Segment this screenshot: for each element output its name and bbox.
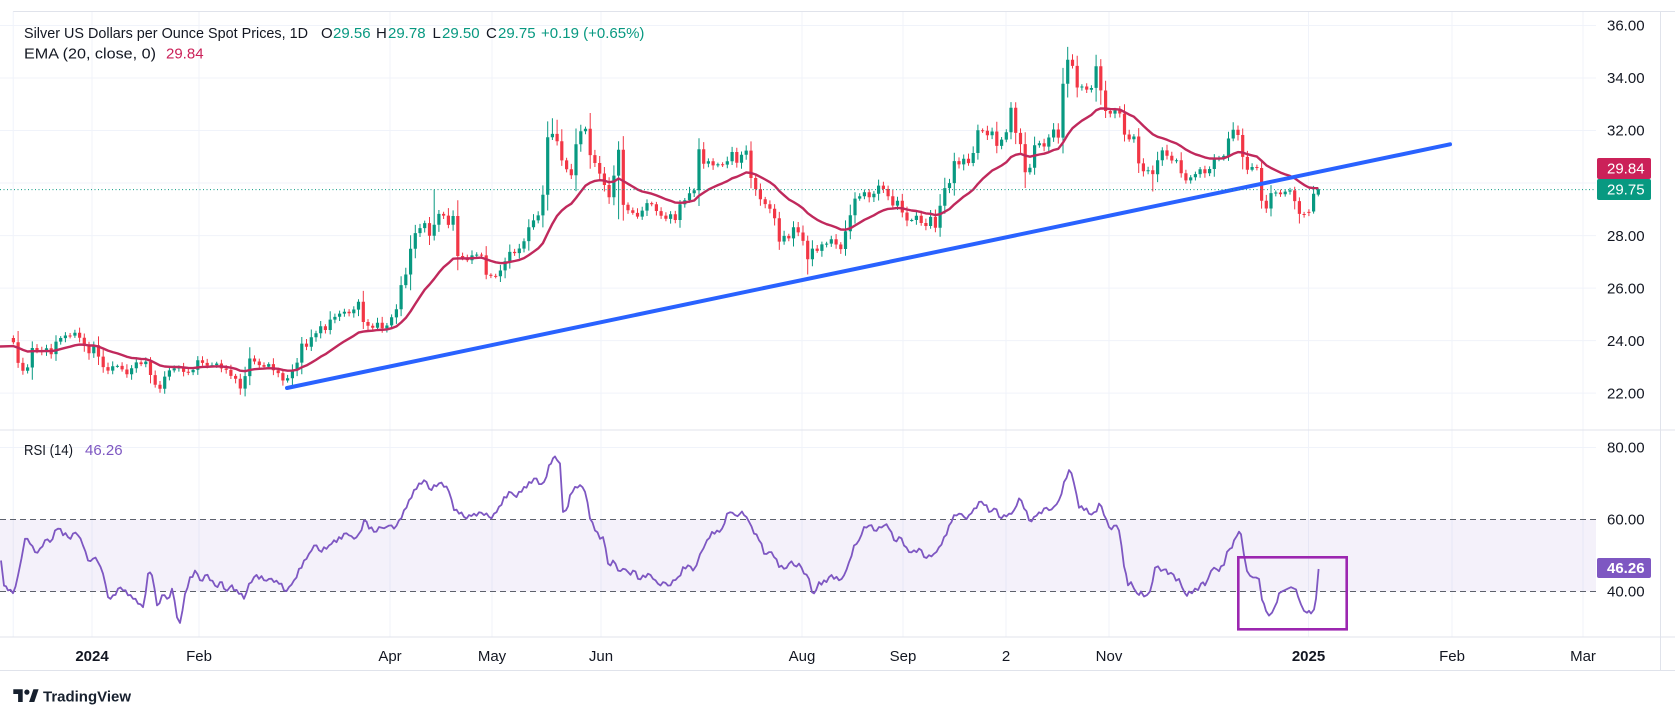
svg-text:29.75: 29.75 (1607, 182, 1645, 199)
svg-text:60.00: 60.00 (1607, 512, 1645, 529)
svg-text:32.00: 32.00 (1607, 123, 1645, 140)
svg-text:24.00: 24.00 (1607, 333, 1645, 350)
svg-text:RSI (14): RSI (14) (24, 442, 73, 459)
svg-text:O: O (321, 25, 333, 42)
svg-text:34.00: 34.00 (1607, 70, 1645, 87)
svg-text:29.56: 29.56 (333, 25, 371, 42)
svg-text:2: 2 (1002, 648, 1010, 665)
svg-text:+0.19 (+0.65%): +0.19 (+0.65%) (541, 25, 644, 42)
svg-text:46.26: 46.26 (85, 442, 123, 459)
svg-text:29.78: 29.78 (388, 25, 426, 42)
svg-text:2024: 2024 (75, 648, 109, 665)
svg-text:26.00: 26.00 (1607, 280, 1645, 297)
svg-text:Mar: Mar (1570, 648, 1596, 665)
svg-text:29.84: 29.84 (166, 46, 204, 63)
svg-text:Jun: Jun (589, 648, 613, 665)
svg-text:80.00: 80.00 (1607, 440, 1645, 457)
svg-text:Aug: Aug (789, 648, 816, 665)
svg-text:2025: 2025 (1292, 648, 1325, 665)
svg-text:36.00: 36.00 (1607, 18, 1645, 35)
svg-text:28.00: 28.00 (1607, 228, 1645, 245)
svg-text:L: L (433, 25, 441, 42)
svg-text:Nov: Nov (1096, 648, 1123, 665)
svg-text:C: C (486, 25, 497, 42)
svg-text:40.00: 40.00 (1607, 584, 1645, 601)
svg-text:29.50: 29.50 (442, 25, 480, 42)
svg-text:Feb: Feb (186, 648, 212, 665)
svg-text:29.84: 29.84 (1607, 161, 1645, 178)
svg-text:May: May (478, 648, 507, 665)
svg-text:Apr: Apr (378, 648, 401, 665)
svg-text:29.75: 29.75 (498, 25, 536, 42)
svg-text:Sep: Sep (890, 648, 917, 665)
svg-text:TradingView: TradingView (43, 689, 131, 706)
svg-text:Feb: Feb (1439, 648, 1465, 665)
svg-text:46.26: 46.26 (1607, 560, 1645, 577)
svg-text:H: H (376, 25, 387, 42)
svg-text:22.00: 22.00 (1607, 385, 1645, 402)
svg-text:EMA (20, close, 0): EMA (20, close, 0) (24, 46, 156, 63)
svg-text:Silver US Dollars per Ounce Sp: Silver US Dollars per Ounce Spot Prices,… (24, 25, 308, 42)
